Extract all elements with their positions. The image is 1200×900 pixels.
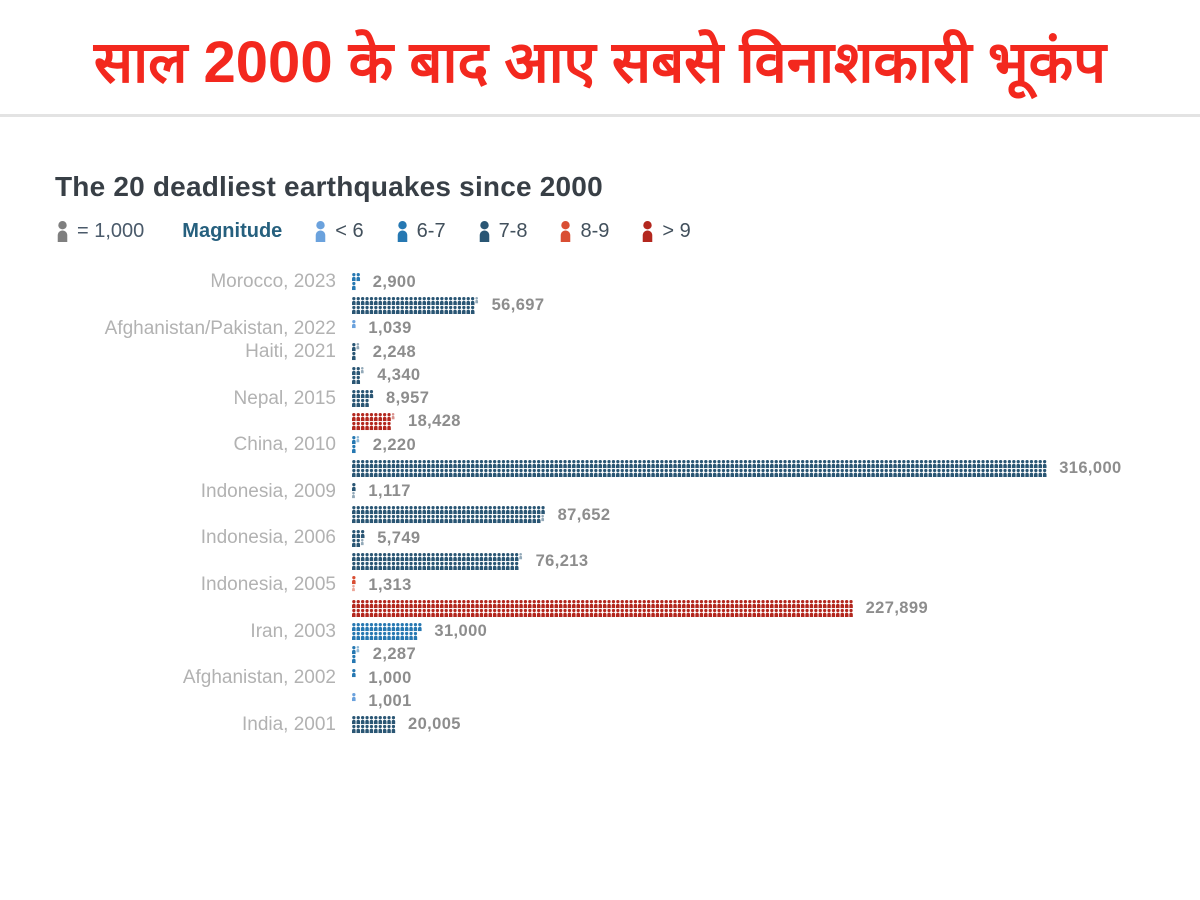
row-icons xyxy=(352,343,360,361)
row-value: 2,220 xyxy=(372,435,417,454)
legend-title: Magnitude xyxy=(182,220,283,242)
row-icons xyxy=(352,436,360,454)
row-value: 31,000 xyxy=(434,622,488,641)
person-icon xyxy=(643,221,653,242)
pictogram-row: 18,428 xyxy=(55,410,1200,433)
row-icons xyxy=(352,273,361,291)
person-icon xyxy=(561,221,571,242)
row-value: 2,287 xyxy=(372,645,417,664)
row-icons xyxy=(352,483,356,499)
row-value: 1,000 xyxy=(368,668,412,687)
legend-item-label: > 9 xyxy=(662,220,691,242)
pictogram-row: Afghanistan, 2002 1,000 xyxy=(55,667,1200,690)
row-value: 5,749 xyxy=(377,528,421,547)
row-icons xyxy=(352,576,356,592)
row-value: 4,340 xyxy=(377,365,421,384)
row-value: 87,652 xyxy=(557,505,611,524)
legend-item-m8_9: 8-9 xyxy=(558,220,609,243)
row-value: 227,899 xyxy=(865,598,929,617)
row-icons xyxy=(352,716,396,734)
earthquake-pictogram-chart: The 20 deadliest earthquakes since 2000 … xyxy=(55,171,1200,737)
row-label: Afghanistan, 2002 xyxy=(182,667,336,689)
legend-item-label: 7-8 xyxy=(498,220,528,242)
unit-legend: = 1,000 xyxy=(55,220,144,243)
row-value: 1,313 xyxy=(368,575,412,594)
pictogram-rows: Morocco, 2023 2,900 56,697 Afghanistan/Paki… xyxy=(55,271,1200,737)
pictogram-row: Iran, 2003 31,000 xyxy=(55,620,1200,643)
pictogram-row: 2,287 xyxy=(55,643,1200,666)
chart-title: The 20 deadliest earthquakes since 2000 xyxy=(55,170,603,202)
pictogram-row: 1,001 xyxy=(55,690,1200,713)
row-value: 316,000 xyxy=(1059,459,1122,478)
unit-legend-label: = 1,000 xyxy=(77,220,145,242)
pictogram-row: 227,899 xyxy=(55,597,1200,620)
row-label: Indonesia, 2005 xyxy=(200,574,336,595)
header-divider xyxy=(0,113,1200,117)
pictogram-row: India, 2001 20,005 xyxy=(55,713,1200,736)
legend-item-label: < 6 xyxy=(335,220,364,242)
pictogram-row: 87,652 xyxy=(55,503,1200,526)
row-icons xyxy=(352,669,356,678)
row-icons xyxy=(352,413,395,431)
legend-item-m7_8: 7-8 xyxy=(477,220,528,243)
pictogram-row: Afghanistan/Pakistan, 2022 1,039 xyxy=(55,317,1200,340)
row-label: Afghanistan/Pakistan, 2022 xyxy=(104,317,336,339)
row-label: India, 2001 xyxy=(241,713,336,735)
row-icons xyxy=(352,599,853,617)
legend-items: < 6 6-7 7-8 8-9 > 9 xyxy=(282,220,691,243)
pictogram-row: Indonesia, 2006 5,749 xyxy=(55,527,1200,550)
pictogram-row: Indonesia, 2005 1,313 xyxy=(55,573,1200,596)
headline-hindi: साल 2000 के बाद आए सबसे विनाशकारी भूकंप xyxy=(93,30,1107,95)
row-value: 1,039 xyxy=(368,319,412,338)
row-icons xyxy=(352,692,356,701)
row-label: Haiti, 2021 xyxy=(245,341,336,363)
row-value: 20,005 xyxy=(408,715,461,734)
row-label: Nepal, 2015 xyxy=(233,387,336,409)
row-value: 2,900 xyxy=(372,272,417,291)
row-label: Indonesia, 2006 xyxy=(200,527,336,549)
person-icon xyxy=(397,221,407,242)
pictogram-row: Indonesia, 2009 1,117 xyxy=(55,480,1200,503)
row-value: 1,001 xyxy=(368,691,412,710)
row-icons xyxy=(352,552,523,571)
legend-item-label: 6-7 xyxy=(416,220,446,242)
chart-legend: = 1,000 Magnitude < 6 6-7 7-8 8-9 > 9 xyxy=(55,218,1200,246)
legend-item-gt9: > 9 xyxy=(640,220,691,243)
row-icons xyxy=(352,622,422,640)
row-value: 2,248 xyxy=(372,342,417,361)
row-icons xyxy=(352,296,479,314)
row-icons xyxy=(352,366,364,384)
row-value: 1,117 xyxy=(368,482,411,501)
pictogram-row: Haiti, 2021 2,248 xyxy=(55,340,1200,363)
row-icons xyxy=(352,646,360,664)
pictogram-row: China, 2010 2,220 xyxy=(55,434,1200,457)
row-icons xyxy=(352,506,545,524)
person-icon xyxy=(57,221,68,242)
row-icons xyxy=(352,459,1047,477)
legend-item-lt6: < 6 xyxy=(313,220,364,243)
legend-item-label: 8-9 xyxy=(580,220,610,242)
pictogram-row: Nepal, 2015 8,957 xyxy=(55,387,1200,410)
pictogram-row: 56,697 xyxy=(55,294,1200,317)
pictogram-row: 76,213 xyxy=(55,550,1200,573)
pictogram-row: 4,340 xyxy=(55,364,1200,387)
row-icons xyxy=(352,320,356,329)
pictogram-row: Morocco, 2023 2,900 xyxy=(55,271,1200,294)
row-label: China, 2010 xyxy=(233,434,336,456)
row-icons xyxy=(352,529,365,547)
row-label: Iran, 2003 xyxy=(250,620,336,642)
row-value: 76,213 xyxy=(535,552,589,571)
row-value: 18,428 xyxy=(408,412,461,431)
row-label: Indonesia, 2009 xyxy=(200,480,336,502)
person-icon xyxy=(479,221,489,242)
row-icons xyxy=(352,389,374,407)
row-value: 56,697 xyxy=(491,295,545,314)
row-label: Morocco, 2023 xyxy=(210,271,336,293)
row-value: 8,957 xyxy=(386,389,430,408)
legend-item-m6_7: 6-7 xyxy=(395,220,446,243)
pictogram-row: 316,000 xyxy=(55,457,1200,480)
person-icon xyxy=(316,221,326,242)
